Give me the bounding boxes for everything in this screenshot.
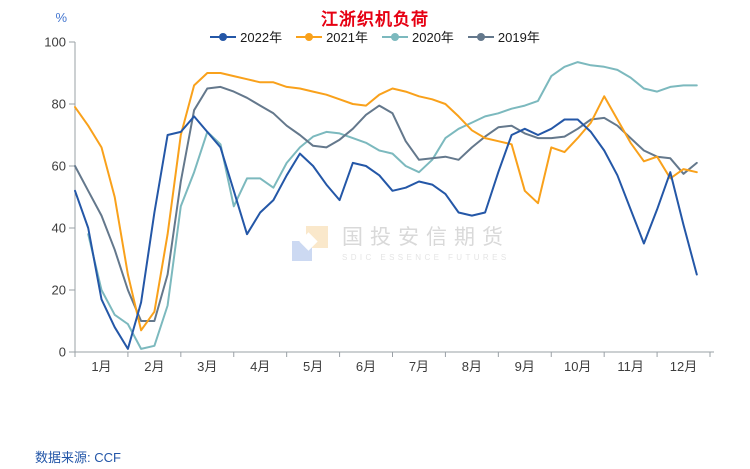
watermark: 国投安信期货 SDIC ESSENCE FUTURES — [292, 226, 510, 264]
svg-text:5月: 5月 — [303, 359, 323, 374]
watermark-company-name-en: SDIC ESSENCE FUTURES — [342, 253, 510, 262]
svg-text:%: % — [55, 10, 67, 25]
svg-text:100: 100 — [44, 35, 66, 50]
legend-item-2022[interactable]: 2022年 — [210, 27, 282, 46]
legend-marker-icon — [210, 32, 237, 41]
svg-text:40: 40 — [52, 221, 66, 236]
legend-marker-icon — [467, 32, 494, 41]
legend-label: 2020年 — [412, 30, 454, 45]
svg-text:20: 20 — [52, 283, 66, 298]
legend-label: 2019年 — [497, 30, 540, 45]
svg-text:9月: 9月 — [515, 359, 535, 374]
svg-text:0: 0 — [59, 345, 66, 360]
legend-label: 2022年 — [240, 30, 283, 45]
legend-item-2019[interactable]: 2019年 — [467, 27, 540, 46]
svg-text:8月: 8月 — [462, 359, 482, 374]
legend-marker-icon — [296, 32, 323, 41]
svg-text:12月: 12月 — [670, 359, 697, 374]
legend-marker-icon — [382, 32, 408, 41]
series-line-2022 — [74, 115, 698, 350]
watermark-logo-icon — [292, 226, 330, 264]
svg-text:80: 80 — [52, 97, 66, 112]
svg-text:4月: 4月 — [250, 359, 270, 374]
series-line-2021 — [74, 72, 698, 332]
svg-text:2月: 2月 — [144, 359, 164, 374]
svg-text:1月: 1月 — [91, 359, 111, 374]
series-line-2019 — [74, 85, 698, 322]
series-line-2020 — [87, 61, 698, 350]
legend-label: 2021年 — [326, 30, 368, 45]
svg-text:7月: 7月 — [409, 359, 429, 374]
watermark-company-name: 国投安信期货 — [342, 226, 510, 249]
legend-item-2021[interactable]: 2021年 — [296, 27, 368, 46]
chart-canvas: 0 20 40 60 80 100% 1月 2月 3月 4月 5月 6月 7月 8月 9月 10月 11月 12月 — [44, 10, 714, 374]
chart-title: 江浙织机负荷 — [321, 10, 429, 29]
svg-text:6月: 6月 — [356, 359, 376, 374]
svg-text:60: 60 — [52, 159, 66, 174]
svg-text:3月: 3月 — [197, 359, 217, 374]
svg-text:11月: 11月 — [617, 359, 644, 374]
svg-text:10月: 10月 — [564, 359, 591, 374]
data-source-label: 数据来源: CCF — [35, 450, 121, 465]
legend: 2022年 2021年 2020年 2019年 — [0, 27, 750, 46]
legend-item-2020[interactable]: 2020年 — [382, 27, 454, 46]
